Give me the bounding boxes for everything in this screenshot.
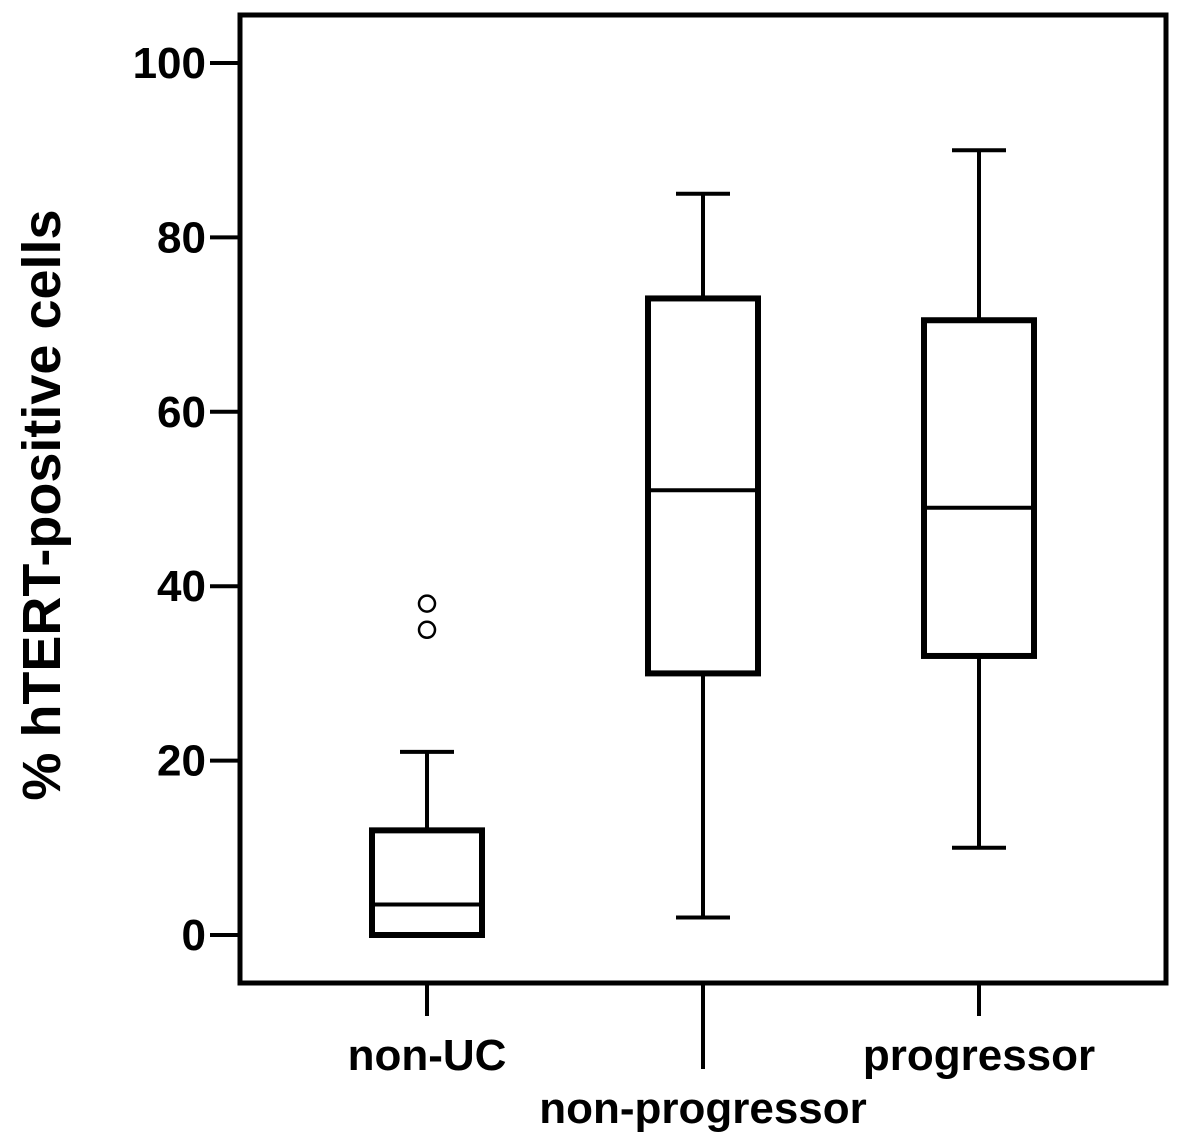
x-category-label: progressor [863, 1031, 1095, 1080]
box-group [369, 594, 485, 938]
x-category-label: non-progressor [539, 1084, 867, 1133]
outlier-point [417, 620, 437, 640]
y-tick-label: 0 [182, 911, 206, 960]
iqr-box [369, 827, 485, 938]
outlier-point [417, 594, 437, 613]
y-axis-label: % hTERT-positive cells [12, 209, 72, 800]
y-tick-label: 100 [133, 39, 206, 88]
box-group [645, 191, 761, 920]
y-tick-label: 80 [157, 213, 206, 262]
y-tick-label: 40 [157, 562, 206, 611]
iqr-box [645, 295, 761, 677]
box-group [921, 148, 1037, 850]
y-tick-label: 60 [157, 388, 206, 437]
x-category-label: non-UC [348, 1031, 507, 1080]
y-tick-label: 20 [157, 737, 206, 786]
iqr-box [921, 317, 1037, 659]
